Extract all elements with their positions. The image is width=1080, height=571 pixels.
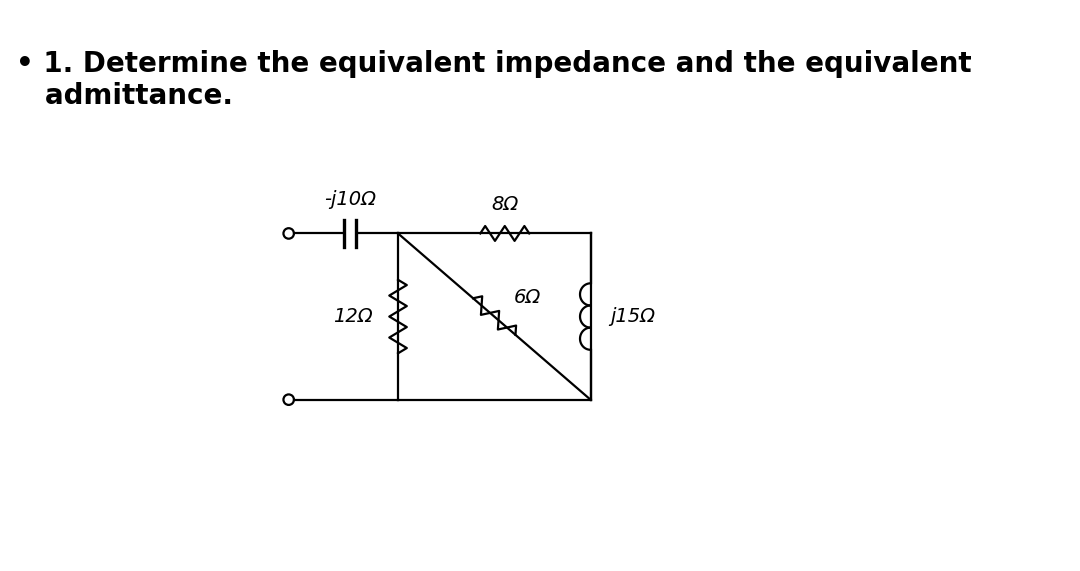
Text: -j10Ω: -j10Ω (324, 190, 376, 209)
Text: j15Ω: j15Ω (610, 307, 654, 326)
Text: 6Ω: 6Ω (513, 288, 541, 307)
Text: 12Ω: 12Ω (333, 307, 373, 326)
Text: 8Ω: 8Ω (491, 195, 518, 214)
Text: admittance.: admittance. (16, 82, 233, 110)
Text: • 1. Determine the equivalent impedance and the equivalent: • 1. Determine the equivalent impedance … (16, 50, 971, 78)
